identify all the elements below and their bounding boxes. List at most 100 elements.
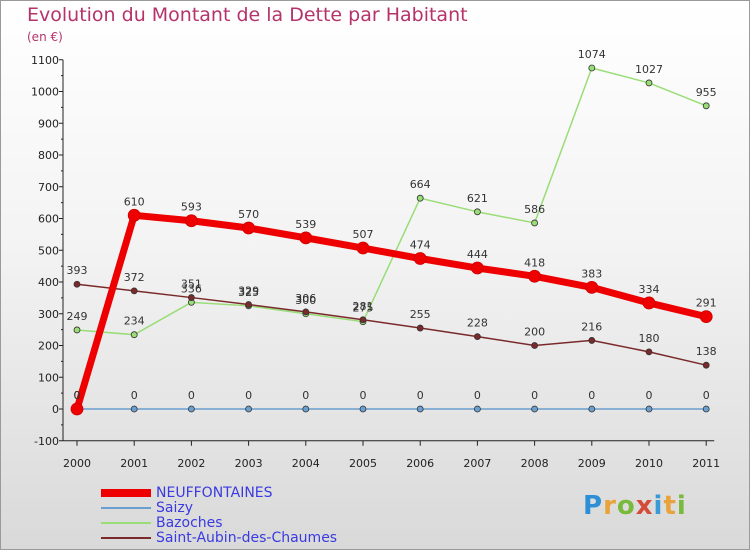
data-label: 610 [124, 195, 145, 208]
data-point [245, 301, 253, 308]
legend-label: NEUFFONTAINES [156, 485, 273, 501]
data-point [242, 221, 256, 235]
data-label: 249 [67, 310, 88, 323]
data-label: 539 [295, 218, 316, 231]
data-label: 0 [74, 389, 81, 402]
data-label: 0 [646, 389, 653, 402]
series-line [76, 283, 707, 366]
x-tick-label: 2007 [463, 457, 491, 470]
legend: NEUFFONTAINES Saizy Bazoches Saint-Aubin-de… [101, 485, 361, 546]
data-label: 180 [639, 332, 660, 345]
data-label: 275 [353, 302, 374, 315]
data-point [356, 241, 370, 255]
x-tick-label: 2005 [349, 457, 377, 470]
y-tick-label: 400 [38, 276, 59, 289]
data-point [130, 331, 138, 339]
data-point [645, 79, 653, 87]
y-tick-label: 600 [38, 213, 59, 226]
legend-label: Saint-Aubin-des-Chaumes [156, 530, 338, 546]
unit-label: (en €) [27, 30, 63, 44]
data-point [588, 405, 596, 413]
data-label: 216 [581, 320, 602, 333]
data-point [473, 405, 481, 413]
data-label: 586 [524, 203, 545, 216]
x-tick-label: 2011 [692, 457, 720, 470]
x-tick-label: 2008 [521, 457, 549, 470]
x-tick-label: 2006 [406, 457, 434, 470]
data-point [702, 361, 710, 369]
data-label: 1027 [635, 63, 663, 76]
data-label: 291 [696, 297, 717, 310]
data-label: 570 [238, 208, 259, 221]
data-point [184, 214, 198, 228]
data-label: 281 [353, 300, 374, 313]
data-label: 0 [588, 389, 595, 402]
data-label: 664 [410, 178, 431, 191]
data-point [359, 316, 367, 324]
data-label: 336 [181, 282, 202, 295]
x-tick-label: 2009 [578, 457, 606, 470]
data-point [473, 333, 481, 341]
data-label: 393 [67, 264, 88, 277]
legend-label: Saizy [156, 500, 193, 516]
data-label: 334 [639, 283, 660, 296]
data-label: 0 [131, 389, 138, 402]
data-label: 0 [474, 389, 481, 402]
data-label: 0 [531, 389, 538, 402]
data-point [70, 402, 84, 416]
legend-label: Bazoches [156, 515, 223, 531]
data-point [127, 208, 141, 222]
data-point [702, 405, 710, 413]
data-label: 383 [581, 267, 602, 280]
data-point [73, 280, 81, 288]
data-label: 255 [410, 308, 431, 321]
y-tick-label: 800 [38, 149, 59, 162]
data-point [299, 231, 313, 245]
series-line [76, 67, 707, 336]
legend-item: NEUFFONTAINES [101, 485, 361, 501]
data-label: 329 [238, 285, 259, 298]
data-point [416, 324, 424, 332]
data-label: 0 [302, 389, 309, 402]
x-tick-label: 2001 [120, 457, 148, 470]
data-point [702, 102, 710, 110]
legend-swatch [101, 522, 151, 524]
data-point [588, 64, 596, 72]
data-label: 306 [295, 292, 316, 305]
data-point [531, 342, 538, 349]
data-point [585, 280, 599, 294]
data-label: 325 [238, 286, 259, 299]
data-point [645, 405, 653, 413]
data-point [73, 326, 81, 334]
chart-title: Evolution du Montant de la Dette par Hab… [27, 4, 468, 26]
legend-swatch [101, 489, 151, 497]
data-label: 234 [124, 315, 145, 328]
x-tick-label: 2000 [63, 457, 91, 470]
data-label: 955 [696, 86, 717, 99]
data-point [473, 208, 481, 216]
data-point [531, 405, 538, 413]
data-point [130, 287, 138, 295]
data-point [413, 252, 427, 265]
data-label: 0 [417, 389, 424, 402]
legend-swatch [101, 507, 151, 509]
y-tick-label: 700 [38, 181, 59, 194]
x-tick-label: 2010 [635, 457, 663, 470]
axes: -100010020030040050060070080090010001100… [31, 54, 720, 470]
data-point [245, 405, 253, 413]
proxiti-logo: Proxiti [583, 491, 687, 521]
data-label: 0 [74, 389, 81, 402]
data-point [699, 310, 713, 324]
y-tick-label: 1000 [31, 86, 59, 99]
data-label: 507 [353, 228, 374, 241]
y-tick-label: 200 [38, 340, 59, 353]
legend-swatch [101, 537, 151, 539]
y-tick-label: 500 [38, 244, 59, 257]
plot-area: 0 0 0 0 0 0 0 0 0 0 0 0 249 234 336 325 300 275 664 621 586 1… [67, 48, 717, 416]
x-tick-label: 2003 [235, 457, 263, 470]
data-label: 0 [188, 389, 195, 402]
data-label: 228 [467, 317, 488, 330]
data-label: 372 [124, 271, 145, 284]
